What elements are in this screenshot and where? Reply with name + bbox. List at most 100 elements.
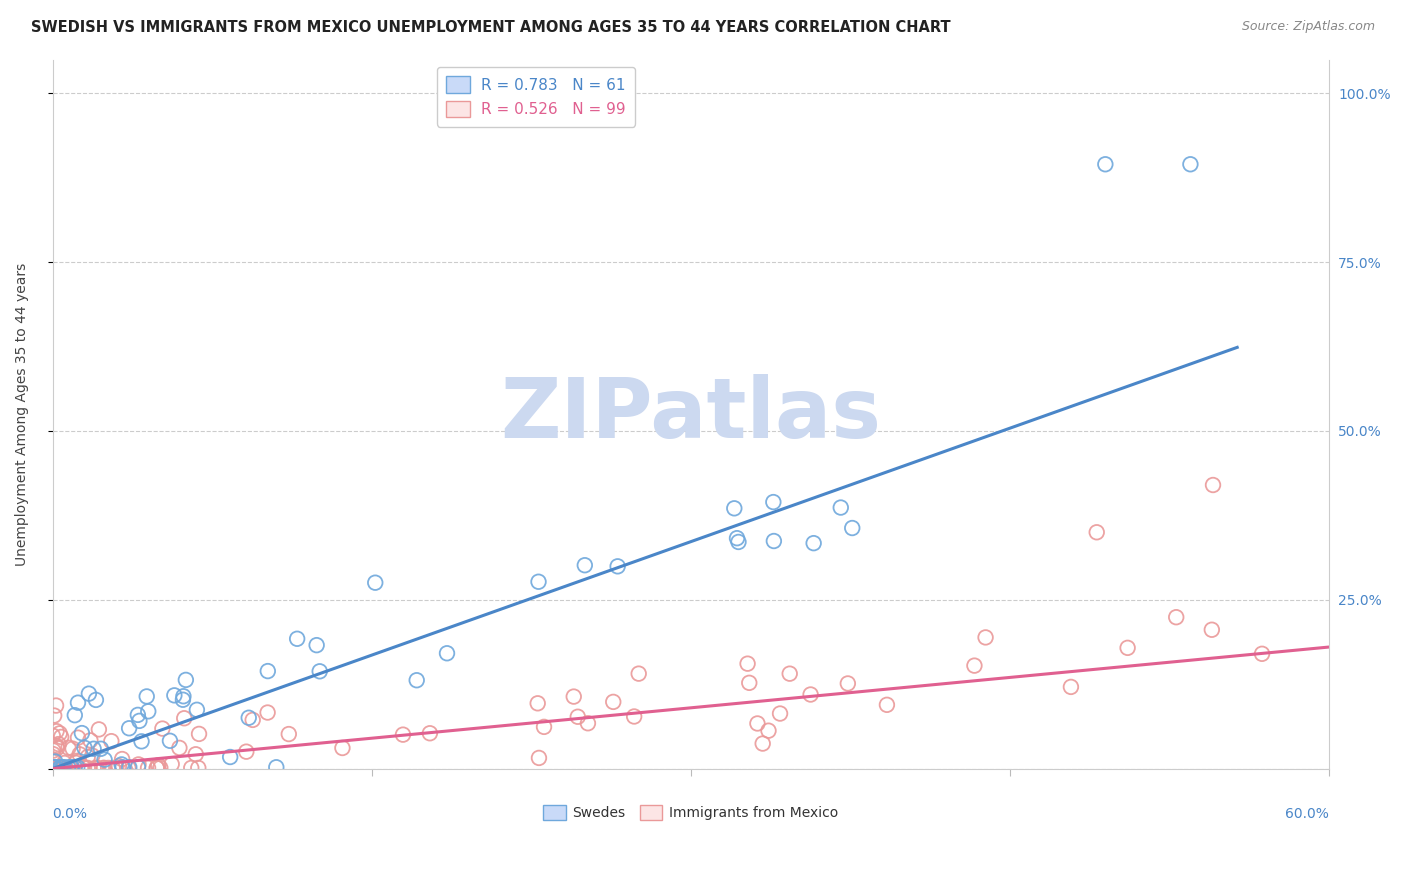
Text: SWEDISH VS IMMIGRANTS FROM MEXICO UNEMPLOYMENT AMONG AGES 35 TO 44 YEARS CORRELA: SWEDISH VS IMMIGRANTS FROM MEXICO UNEMPL… bbox=[31, 20, 950, 35]
Point bbox=[86, 761, 108, 775]
Point bbox=[173, 711, 195, 725]
Point bbox=[131, 734, 153, 748]
Point bbox=[830, 500, 852, 515]
Text: Source: ZipAtlas.com: Source: ZipAtlas.com bbox=[1241, 20, 1375, 33]
Point bbox=[49, 760, 72, 774]
Point bbox=[48, 761, 70, 775]
Point bbox=[76, 761, 98, 775]
Point bbox=[117, 761, 139, 775]
Point bbox=[93, 753, 115, 767]
Point bbox=[83, 741, 105, 756]
Point bbox=[876, 698, 898, 712]
Point bbox=[1202, 478, 1225, 492]
Point bbox=[1180, 157, 1202, 171]
Point bbox=[219, 750, 242, 764]
Point bbox=[837, 676, 859, 690]
Point bbox=[727, 535, 749, 549]
Point bbox=[42, 743, 65, 757]
Point bbox=[576, 716, 599, 731]
Point bbox=[63, 708, 86, 723]
Point bbox=[527, 751, 550, 765]
Point bbox=[42, 752, 65, 766]
Point bbox=[42, 729, 65, 743]
Point bbox=[187, 761, 209, 775]
Point bbox=[160, 757, 183, 772]
Point bbox=[65, 754, 87, 768]
Point bbox=[747, 716, 769, 731]
Point bbox=[118, 721, 141, 735]
Point bbox=[105, 761, 128, 775]
Point bbox=[51, 730, 73, 744]
Point bbox=[118, 760, 141, 774]
Point bbox=[76, 750, 98, 764]
Point bbox=[963, 658, 986, 673]
Point bbox=[101, 761, 124, 775]
Point bbox=[52, 760, 75, 774]
Point bbox=[45, 761, 67, 775]
Point bbox=[128, 714, 150, 728]
Point bbox=[1085, 525, 1108, 540]
Point bbox=[127, 707, 149, 722]
Point bbox=[526, 696, 548, 710]
Point bbox=[392, 728, 415, 742]
Point bbox=[436, 646, 458, 660]
Point bbox=[238, 711, 260, 725]
Point bbox=[84, 761, 107, 775]
Point bbox=[63, 760, 86, 774]
Point bbox=[1116, 640, 1139, 655]
Point bbox=[136, 704, 159, 718]
Point bbox=[66, 731, 89, 745]
Point bbox=[256, 706, 278, 720]
Text: 0.0%: 0.0% bbox=[52, 807, 87, 822]
Point bbox=[152, 722, 174, 736]
Point bbox=[45, 698, 67, 713]
Point bbox=[46, 741, 69, 756]
Point bbox=[779, 666, 801, 681]
Point bbox=[66, 696, 89, 710]
Point bbox=[55, 761, 77, 775]
Point bbox=[169, 740, 191, 755]
Point bbox=[1060, 680, 1083, 694]
Point bbox=[562, 690, 585, 704]
Point bbox=[1166, 610, 1188, 624]
Point bbox=[49, 760, 72, 774]
Point bbox=[533, 720, 555, 734]
Point bbox=[42, 747, 65, 761]
Point bbox=[266, 760, 288, 774]
Point bbox=[58, 761, 80, 775]
Point bbox=[527, 574, 550, 589]
Point bbox=[574, 558, 596, 573]
Point bbox=[188, 727, 211, 741]
Point bbox=[44, 760, 66, 774]
Point bbox=[1251, 647, 1274, 661]
Point bbox=[974, 631, 997, 645]
Point bbox=[128, 757, 150, 772]
Point bbox=[45, 724, 67, 739]
Point bbox=[87, 723, 110, 737]
Point bbox=[762, 534, 785, 549]
Point bbox=[60, 760, 83, 774]
Point bbox=[48, 737, 70, 751]
Point bbox=[53, 761, 76, 775]
Point bbox=[42, 761, 65, 775]
Point bbox=[51, 761, 73, 775]
Point bbox=[186, 703, 208, 717]
Point bbox=[42, 761, 65, 775]
Point bbox=[758, 723, 780, 738]
Point bbox=[277, 727, 299, 741]
Point bbox=[90, 741, 112, 756]
Point bbox=[82, 748, 104, 763]
Point bbox=[111, 752, 134, 766]
Point bbox=[725, 531, 748, 545]
Point bbox=[48, 761, 70, 775]
Point bbox=[174, 673, 197, 687]
Point bbox=[79, 733, 101, 747]
Point bbox=[159, 733, 181, 747]
Point bbox=[52, 760, 75, 774]
Point bbox=[48, 726, 70, 740]
Point bbox=[623, 709, 645, 723]
Point bbox=[135, 690, 157, 704]
Point bbox=[66, 760, 89, 774]
Point bbox=[723, 501, 745, 516]
Point bbox=[86, 761, 108, 775]
